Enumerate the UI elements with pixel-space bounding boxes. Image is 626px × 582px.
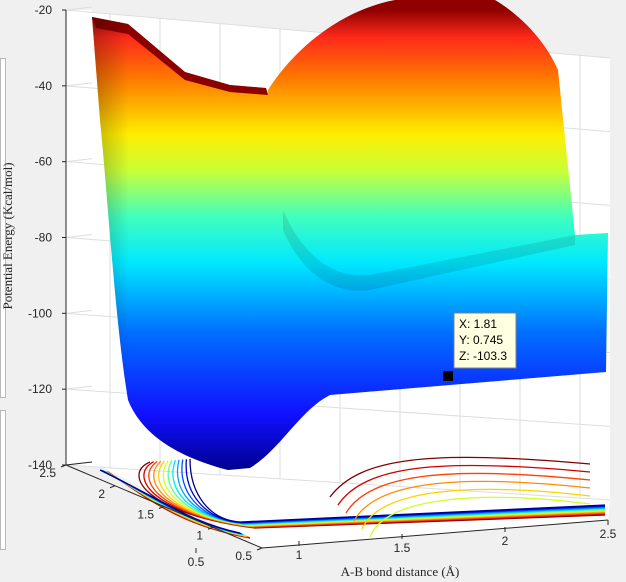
data-tip-marker[interactable] [443,371,453,381]
z-gridline-side [65,6,93,11]
data-tip[interactable]: X: 1.81 Y: 0.745 Z: -103.3 [443,312,517,381]
contour-line [361,488,591,530]
left-panel-edge-bottom [0,410,6,550]
x-tick-label: 1 [296,548,303,562]
x-tick-label: 0.5 [188,555,205,569]
contour-line [345,472,591,514]
y-tick-label: 1 [196,528,203,542]
z-gridline-side [65,82,93,87]
y-tick-label: 1.5 [137,508,154,522]
contour-line [99,458,606,534]
z-gridline [65,464,611,501]
y-tick-mark [256,547,263,551]
y-tick-mark [60,464,67,468]
surface-far-ridge [268,0,608,395]
z-tick-label: -140 [28,458,52,472]
contour-line [369,496,591,538]
z-tick-label: -100 [28,306,52,320]
x-axis-ticks: 0.5 1 1.5 2 2.5 [188,520,617,569]
z-gridline-side [65,385,93,390]
contour-line [353,480,591,522]
data-tip-y: Y: 0.745 [459,333,503,347]
y-tick-mark [207,526,214,530]
data-tip-x: X: 1.81 [459,317,497,331]
x-axis-label: A-B bond distance (Å) [341,564,460,579]
y-tick-mark [158,506,165,509]
contour-projection [99,456,606,539]
y-tick-label: 2 [98,487,105,501]
y-axis-ticks: 0.5 1 1.5 2 2.5 [39,464,263,563]
z-tick-label: -60 [35,155,53,169]
x-tick-label: 2.5 [600,527,617,541]
y-tick-label: 2.5 [39,466,56,480]
z-axis-label: Potential Energy (Kcal/mol) [0,162,15,309]
z-gridline-side [65,234,93,238]
data-tip-z: Z: -103.3 [459,349,507,363]
surface-valley-shade [283,210,575,291]
contour-line [329,456,591,498]
z-tick-label: -20 [35,3,53,17]
y-tick-mark [109,485,116,489]
left-panel-edge-top [0,58,6,398]
y-tick-label: 0.5 [235,549,252,563]
z-tick-label: -40 [35,79,53,93]
x-tick-label: 2 [502,534,509,548]
z-gridline-side [65,158,93,163]
z-axis-ticks: -20 -40 -60 -80 -100 -120 -140 [28,3,66,472]
data-tip-box [453,312,517,369]
potential-energy-surface[interactable] [92,0,608,470]
z-tick-label: -120 [28,382,52,396]
surface-left-shade [92,17,185,400]
z-tick-label: -80 [35,231,53,245]
z-gridline-side [65,309,93,314]
contour-line [337,464,591,506]
x-tick-label: 1.5 [394,541,411,555]
